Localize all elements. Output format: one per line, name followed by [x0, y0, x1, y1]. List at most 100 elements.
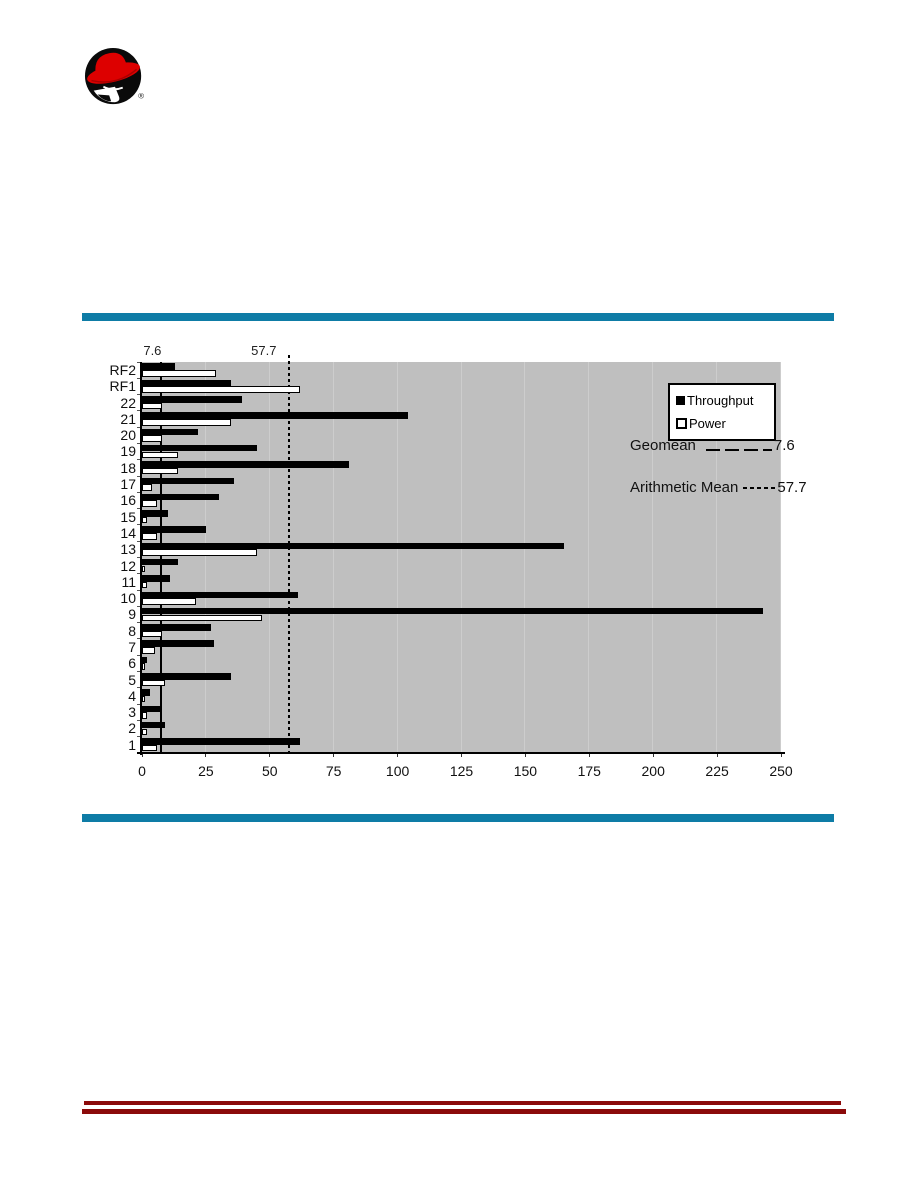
y-tick	[137, 540, 142, 542]
x-label-0: 0	[138, 763, 146, 779]
y-label-6: 6	[128, 655, 136, 672]
legend-item-throughput: Throughput	[676, 390, 768, 410]
bar-chart: 7.6 57.7 RF2 RF1 22 21 20 19 18 17 16 15 14 13 12 11 1…	[0, 335, 918, 795]
y-tick	[137, 508, 142, 510]
ref-line-geomean	[160, 362, 163, 753]
y-label-21: 21	[120, 410, 136, 427]
y-tick	[137, 638, 142, 640]
y-label-13: 13	[120, 541, 136, 558]
legend-item-power: Power	[676, 413, 768, 433]
bar-power-15	[142, 516, 148, 524]
bar-throughput-3	[142, 705, 160, 713]
bar-power-8	[142, 630, 163, 638]
gridline-100	[396, 362, 398, 753]
x-tick	[141, 753, 143, 757]
bar-throughput-20	[142, 428, 199, 436]
bar-power-3	[142, 712, 148, 719]
bar-throughput-22	[142, 396, 242, 403]
bar-throughput-13	[142, 542, 564, 550]
x-tick	[524, 753, 526, 757]
y-tick	[137, 557, 142, 558]
x-tick	[269, 753, 271, 757]
arithmetic-mean-annotation-text: Arithmetic Mean	[630, 479, 739, 496]
footer-red-rule-1	[84, 1101, 841, 1105]
y-label-4: 4	[128, 687, 136, 704]
y-tick	[137, 377, 142, 379]
x-label-200: 200	[641, 763, 665, 779]
geomean-line-swatch	[705, 449, 772, 451]
gridline-50	[268, 362, 270, 753]
bar-power-13	[142, 549, 258, 556]
geomean-annotation-text: Geomean	[630, 437, 696, 454]
bar-throughput-18	[142, 461, 350, 468]
y-label-14: 14	[120, 524, 136, 541]
y-tick	[137, 459, 142, 461]
bar-power-22	[142, 402, 163, 410]
bar-power-12	[142, 565, 145, 573]
redhat-logo-icon: ®	[84, 47, 144, 105]
ref-line-arithmetic-mean	[288, 355, 291, 753]
legend: Throughput Power	[668, 383, 776, 441]
x-label-75: 75	[325, 763, 342, 779]
y-tick	[137, 719, 142, 721]
power-swatch-icon	[676, 417, 687, 429]
geomean-top-label: 7.6	[143, 343, 162, 358]
y-tick	[137, 442, 142, 444]
y-label-5: 5	[128, 671, 136, 688]
bar-throughput-2	[142, 721, 165, 729]
y-tick	[137, 361, 142, 363]
bar-power-19	[142, 451, 178, 459]
x-axis-line	[137, 752, 785, 754]
y-tick	[137, 605, 142, 607]
y-label-17: 17	[120, 476, 136, 493]
bar-power-18	[142, 467, 178, 475]
gridline-75	[332, 362, 334, 753]
bar-power-20	[142, 435, 163, 442]
x-tick	[780, 753, 782, 757]
logo-hat	[87, 52, 140, 84]
bottom-blue-rule	[82, 814, 834, 822]
y-label-RF2: RF2	[109, 362, 136, 378]
bar-power-1	[142, 744, 158, 752]
y-tick	[137, 703, 142, 705]
x-label-250: 250	[769, 763, 793, 779]
y-tick	[137, 524, 142, 526]
arithmetic-mean-annotation-value: 57.7	[777, 479, 807, 496]
y-label-3: 3	[128, 704, 136, 721]
y-label-16: 16	[120, 492, 136, 509]
bar-throughput-RF1	[142, 379, 232, 387]
arithmetic-mean-line-swatch	[743, 486, 778, 489]
bar-throughput-12	[142, 558, 178, 566]
y-label-RF1: RF1	[109, 378, 136, 395]
registered-mark: ®	[138, 91, 144, 100]
bar-power-2	[142, 728, 148, 736]
y-tick	[137, 426, 142, 428]
y-tick	[137, 589, 142, 591]
x-tick	[205, 753, 207, 757]
bar-power-RF2	[142, 370, 217, 377]
x-label-175: 175	[577, 763, 601, 779]
gridline-250	[780, 362, 781, 753]
y-label-12: 12	[120, 557, 136, 574]
legend-label-power: Power	[689, 415, 726, 431]
bar-throughput-8	[142, 624, 211, 631]
gridline-150	[524, 362, 526, 753]
bar-power-10	[142, 598, 196, 605]
bar-power-7	[142, 647, 155, 654]
bar-power-21	[142, 419, 232, 426]
x-tick	[652, 753, 654, 757]
gridline-25	[204, 362, 206, 753]
bar-power-6	[142, 663, 145, 670]
throughput-swatch-icon	[676, 395, 685, 405]
y-tick	[137, 491, 142, 493]
x-label-50: 50	[262, 763, 278, 779]
footer-red-rule-2	[82, 1109, 846, 1114]
gridline-175	[588, 362, 590, 753]
y-tick	[137, 394, 142, 396]
x-label-25: 25	[198, 763, 214, 779]
y-tick	[137, 736, 142, 738]
y-label-1: 1	[128, 736, 136, 753]
bar-power-11	[142, 581, 148, 589]
x-label-125: 125	[449, 763, 474, 779]
